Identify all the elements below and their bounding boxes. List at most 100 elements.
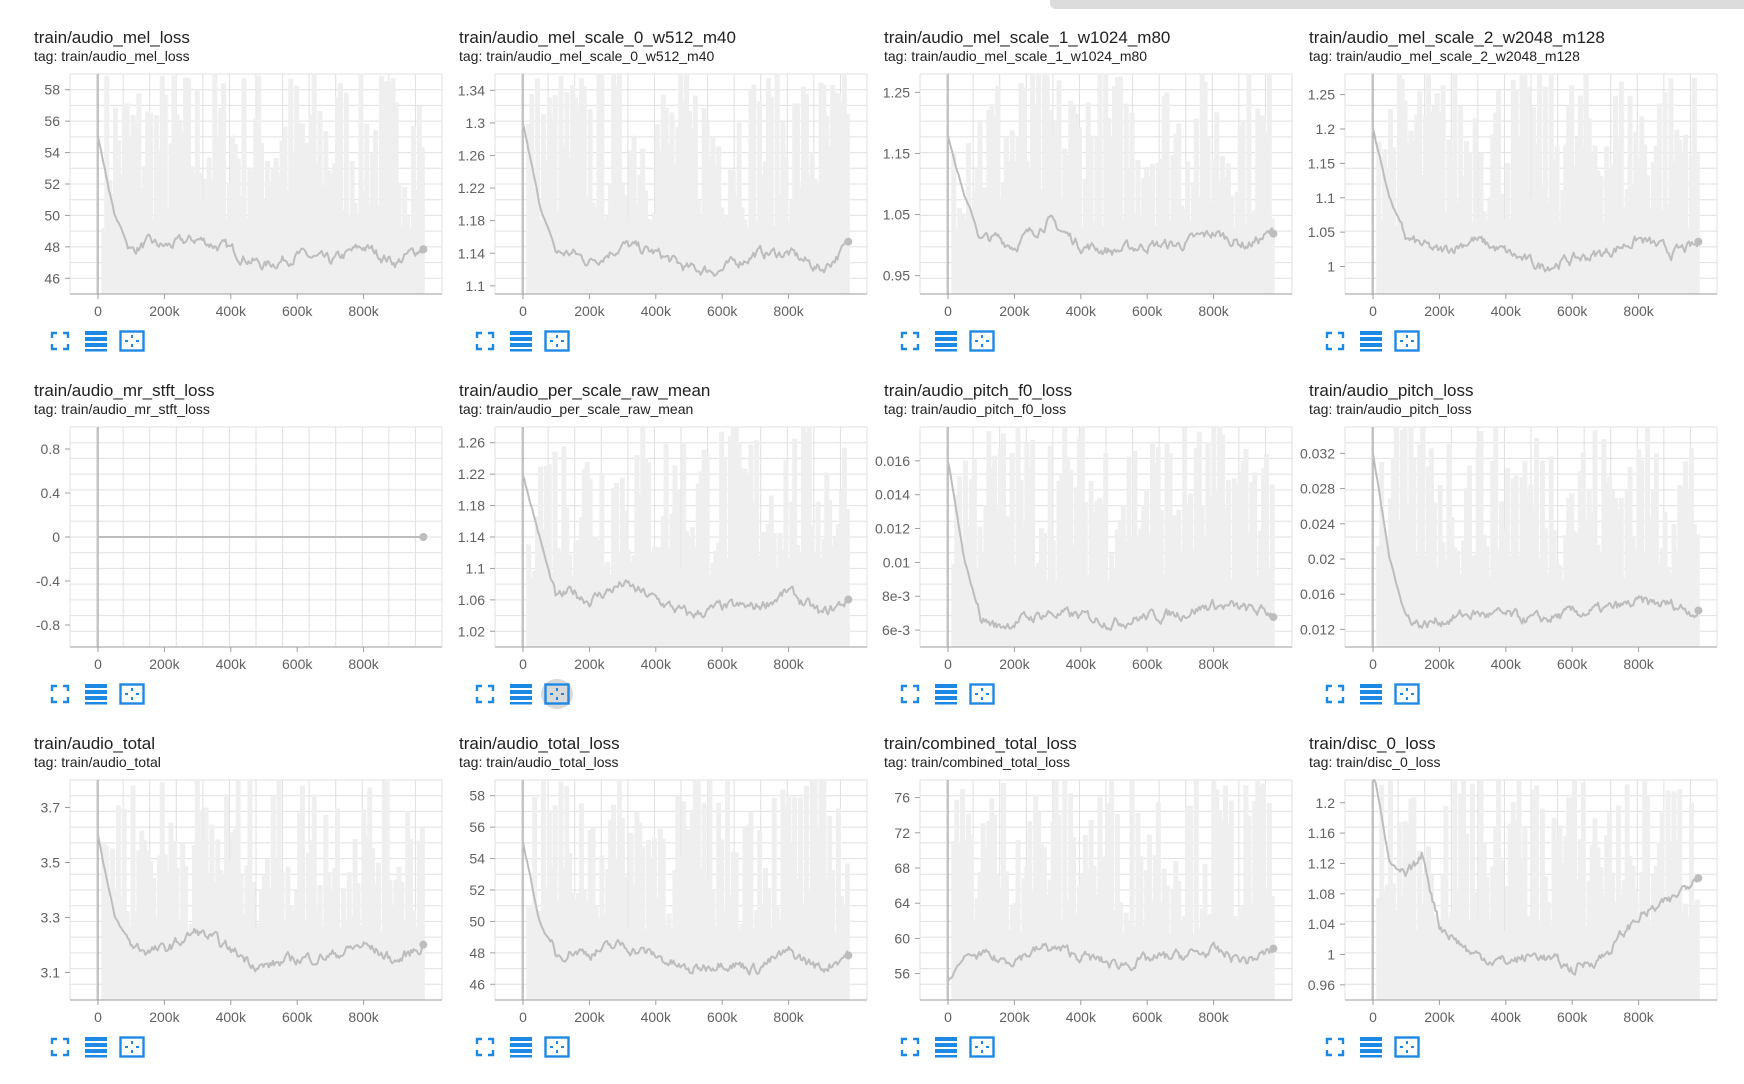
raw-band — [1618, 497, 1624, 647]
fit-domain-button[interactable] — [541, 326, 573, 356]
chart-card: train/audio_total_loss tag: train/audio_t… — [459, 734, 879, 1084]
fullscreen-icon — [900, 684, 920, 704]
raw-band — [640, 845, 646, 1000]
raw-band — [1531, 508, 1537, 647]
data-table-button[interactable] — [505, 326, 537, 356]
line-chart[interactable]: 6e-3 8e-3 0.01 0.012 0.014 0.016 0 200k 400k 600k… — [875, 417, 1294, 677]
raw-band — [637, 822, 643, 1000]
line-chart[interactable]: 0.012 0.016 0.02 0.024 0.028 0.032 0 200k 400k 60… — [1300, 417, 1719, 677]
fit-domain-button[interactable] — [541, 679, 573, 709]
raw-band — [836, 523, 842, 647]
fit-domain-button[interactable] — [116, 326, 148, 356]
data-table-button[interactable] — [1355, 326, 1387, 356]
line-chart[interactable]: 46 48 50 52 54 56 58 0 200k 400k 600k 800k — [459, 770, 869, 1030]
raw-band — [1094, 136, 1100, 294]
line-chart[interactable]: 1 1.05 1.1 1.15 1.2 1.25 0 200k 400k 600k 800k — [1308, 64, 1719, 324]
raw-band — [540, 529, 546, 647]
x-tick-label: 600k — [1557, 303, 1588, 319]
line-chart[interactable]: 1.1 1.14 1.18 1.22 1.26 1.3 1.34 0 200k 400k 600k 8… — [458, 64, 869, 324]
raw-band — [1249, 902, 1255, 1000]
line-chart[interactable]: 1.02 1.06 1.1 1.14 1.18 1.22 1.26 0 200k 400k 600k… — [458, 417, 869, 677]
raw-band — [1463, 141, 1469, 294]
fit-domain-button[interactable] — [1391, 1032, 1423, 1062]
data-table-button[interactable] — [505, 1032, 537, 1062]
fullscreen-button[interactable] — [1319, 326, 1351, 356]
fullscreen-button[interactable] — [469, 326, 501, 356]
line-chart[interactable]: 56 60 64 68 72 76 0 200k 400k 600k 800k — [884, 770, 1294, 1030]
fit-domain-button[interactable] — [116, 1032, 148, 1062]
raw-band — [1551, 529, 1557, 647]
data-table-button[interactable] — [505, 679, 537, 709]
raw-band — [573, 899, 579, 1000]
fit-domain-button[interactable] — [116, 679, 148, 709]
fit-domain-button[interactable] — [966, 326, 998, 356]
fit-domain-button[interactable] — [541, 1032, 573, 1062]
fullscreen-button[interactable] — [469, 679, 501, 709]
data-table-button[interactable] — [930, 326, 962, 356]
data-table-button[interactable] — [80, 679, 112, 709]
raw-band — [1249, 481, 1255, 647]
fit-domain-button[interactable] — [1391, 679, 1423, 709]
raw-band — [1065, 155, 1071, 294]
fullscreen-button[interactable] — [44, 679, 76, 709]
y-tick-label: 0.032 — [1300, 445, 1335, 461]
data-table-button[interactable] — [80, 1032, 112, 1062]
fullscreen-button[interactable] — [894, 679, 926, 709]
fullscreen-button[interactable] — [44, 1032, 76, 1062]
raw-band — [1071, 104, 1077, 294]
fullscreen-button[interactable] — [1319, 1032, 1351, 1062]
raw-band — [841, 447, 847, 647]
raw-band — [340, 887, 346, 1000]
raw-band — [780, 789, 786, 1000]
raw-band — [267, 887, 273, 1000]
raw-band — [1167, 933, 1173, 1000]
fullscreen-button[interactable] — [1319, 679, 1351, 709]
raw-band — [276, 780, 282, 1000]
horizontal-scrollbar[interactable] — [1050, 0, 1744, 9]
raw-band — [1440, 85, 1446, 294]
fullscreen-button[interactable] — [894, 1032, 926, 1062]
raw-band — [1190, 548, 1196, 647]
raw-band — [783, 805, 789, 1000]
fullscreen-button[interactable] — [469, 1032, 501, 1062]
raw-band — [1610, 164, 1616, 294]
raw-band — [1030, 439, 1036, 647]
raw-band — [1252, 210, 1258, 294]
series-line — [947, 941, 1275, 983]
data-table-button[interactable] — [1355, 1032, 1387, 1062]
fullscreen-button[interactable] — [894, 326, 926, 356]
raw-band — [742, 826, 748, 1000]
data-table-button[interactable] — [930, 1032, 962, 1062]
raw-band — [162, 854, 168, 1000]
raw-band — [1653, 865, 1659, 1000]
fit-domain-button[interactable] — [1391, 326, 1423, 356]
raw-band — [681, 442, 687, 647]
raw-band — [370, 152, 376, 294]
raw-band — [596, 74, 602, 294]
line-chart[interactable]: 0.95 1.05 1.15 1.25 0 200k 400k 600k 800k — [883, 64, 1294, 324]
y-tick-label: 3.5 — [41, 855, 61, 871]
line-chart[interactable]: 0.96 1 1.04 1.08 1.12 1.16 1.2 0 200k 400k 600k 800… — [1308, 770, 1719, 1030]
raw-band — [687, 110, 693, 294]
raw-band — [273, 859, 279, 1000]
raw-band — [1601, 222, 1607, 294]
raw-band — [1665, 790, 1671, 1000]
raw-band — [963, 460, 969, 647]
y-tick-label: 8e-3 — [882, 588, 910, 604]
raw-band — [540, 114, 546, 294]
data-table-button[interactable] — [930, 679, 962, 709]
raw-band — [352, 839, 358, 1000]
raw-band — [540, 780, 546, 1000]
fit-domain-button[interactable] — [966, 679, 998, 709]
raw-band — [1688, 802, 1694, 1000]
line-chart[interactable]: 3.1 3.3 3.5 3.7 0 200k 400k 600k 800k — [34, 770, 444, 1030]
fit-domain-button[interactable] — [966, 1032, 998, 1062]
raw-band — [692, 95, 698, 294]
data-table-button[interactable] — [80, 326, 112, 356]
line-chart[interactable]: -0.8 -0.4 0 0.4 0.8 0 200k 400k 600k 800k — [34, 417, 444, 677]
raw-band — [1041, 533, 1047, 647]
data-table-button[interactable] — [1355, 679, 1387, 709]
line-chart[interactable]: 46 48 50 52 54 56 58 0 200k 400k 600k 800k — [34, 64, 444, 324]
fullscreen-button[interactable] — [44, 326, 76, 356]
raw-band — [270, 795, 276, 1000]
